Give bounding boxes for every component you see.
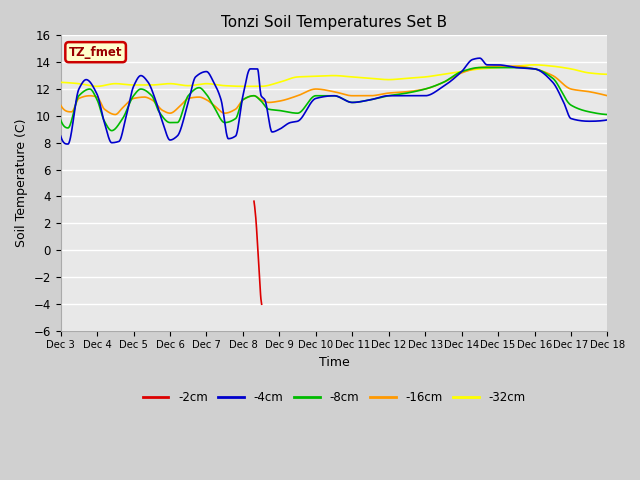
- Text: TZ_fmet: TZ_fmet: [69, 46, 122, 59]
- Title: Tonzi Soil Temperatures Set B: Tonzi Soil Temperatures Set B: [221, 15, 447, 30]
- Y-axis label: Soil Temperature (C): Soil Temperature (C): [15, 119, 28, 247]
- X-axis label: Time: Time: [319, 356, 349, 369]
- Legend: -2cm, -4cm, -8cm, -16cm, -32cm: -2cm, -4cm, -8cm, -16cm, -32cm: [138, 387, 531, 409]
